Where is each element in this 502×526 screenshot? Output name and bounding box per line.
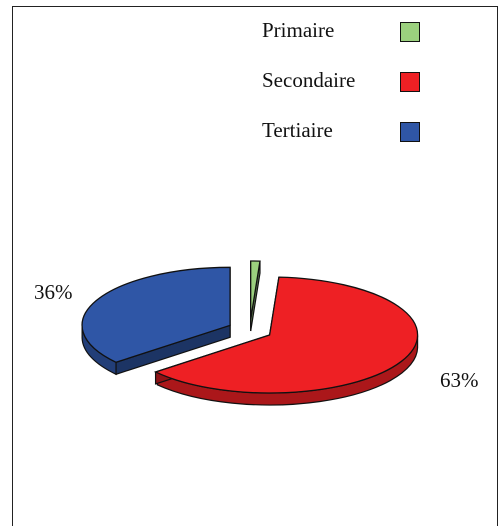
- legend-swatch-primaire: [400, 22, 420, 42]
- legend-label-secondaire: Secondaire: [262, 68, 356, 92]
- pie-chart: [81, 260, 419, 406]
- legend-item-primaire: Primaire: [262, 18, 432, 48]
- legend-item-secondaire: Secondaire: [262, 68, 432, 98]
- pie-slice-primaire: [250, 260, 261, 320]
- pie-slice-tertiaire: [81, 266, 231, 363]
- legend-label-primaire: Primaire: [262, 18, 335, 42]
- data-label-tertiaire: 36%: [34, 280, 73, 304]
- legend-swatch-tertiaire: [400, 122, 420, 142]
- legend-label-tertiaire: Tertiaire: [262, 118, 333, 142]
- legend-item-tertiaire: Tertiaire: [262, 118, 432, 148]
- pie-slice-secondaire: [153, 276, 419, 394]
- data-label-secondaire: 63%: [440, 368, 479, 392]
- legend-swatch-secondaire: [400, 72, 420, 92]
